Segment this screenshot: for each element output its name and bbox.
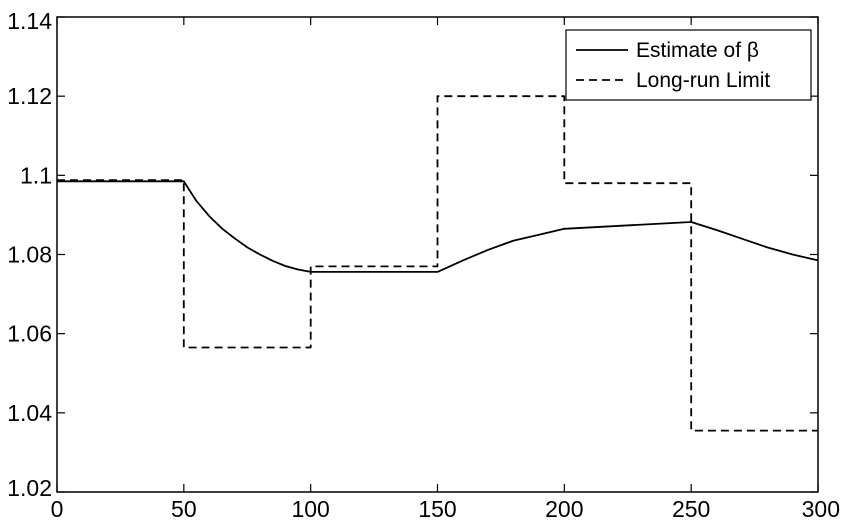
y-tick-label: 1.02 xyxy=(7,475,52,501)
y-tick-label: 1.08 xyxy=(7,242,52,268)
y-tick-label: 1.14 xyxy=(7,8,52,34)
x-tick-label: 0 xyxy=(51,496,64,522)
x-tick-label: 250 xyxy=(672,496,710,522)
series-line-long-run-limit xyxy=(57,95,818,432)
y-tick-label: 1.12 xyxy=(7,83,52,109)
legend-label-long-run-limit: Long-run Limit xyxy=(636,69,770,92)
y-tick-label: 1.04 xyxy=(7,400,52,426)
y-tick-label: 1.06 xyxy=(7,321,52,347)
x-tick-label: 200 xyxy=(545,496,583,522)
x-tick-label: 50 xyxy=(171,496,197,522)
x-tick-label: 300 xyxy=(802,496,840,522)
legend-label-estimate: Estimate of β xyxy=(636,39,759,62)
legend-box xyxy=(565,29,812,101)
y-tick-label: 1.1 xyxy=(20,162,52,188)
x-tick-label: 150 xyxy=(418,496,456,522)
series-line-estimate xyxy=(57,180,819,273)
legend: Estimate of β Long-run Limit xyxy=(565,29,812,101)
x-tick-label: 100 xyxy=(291,496,329,522)
